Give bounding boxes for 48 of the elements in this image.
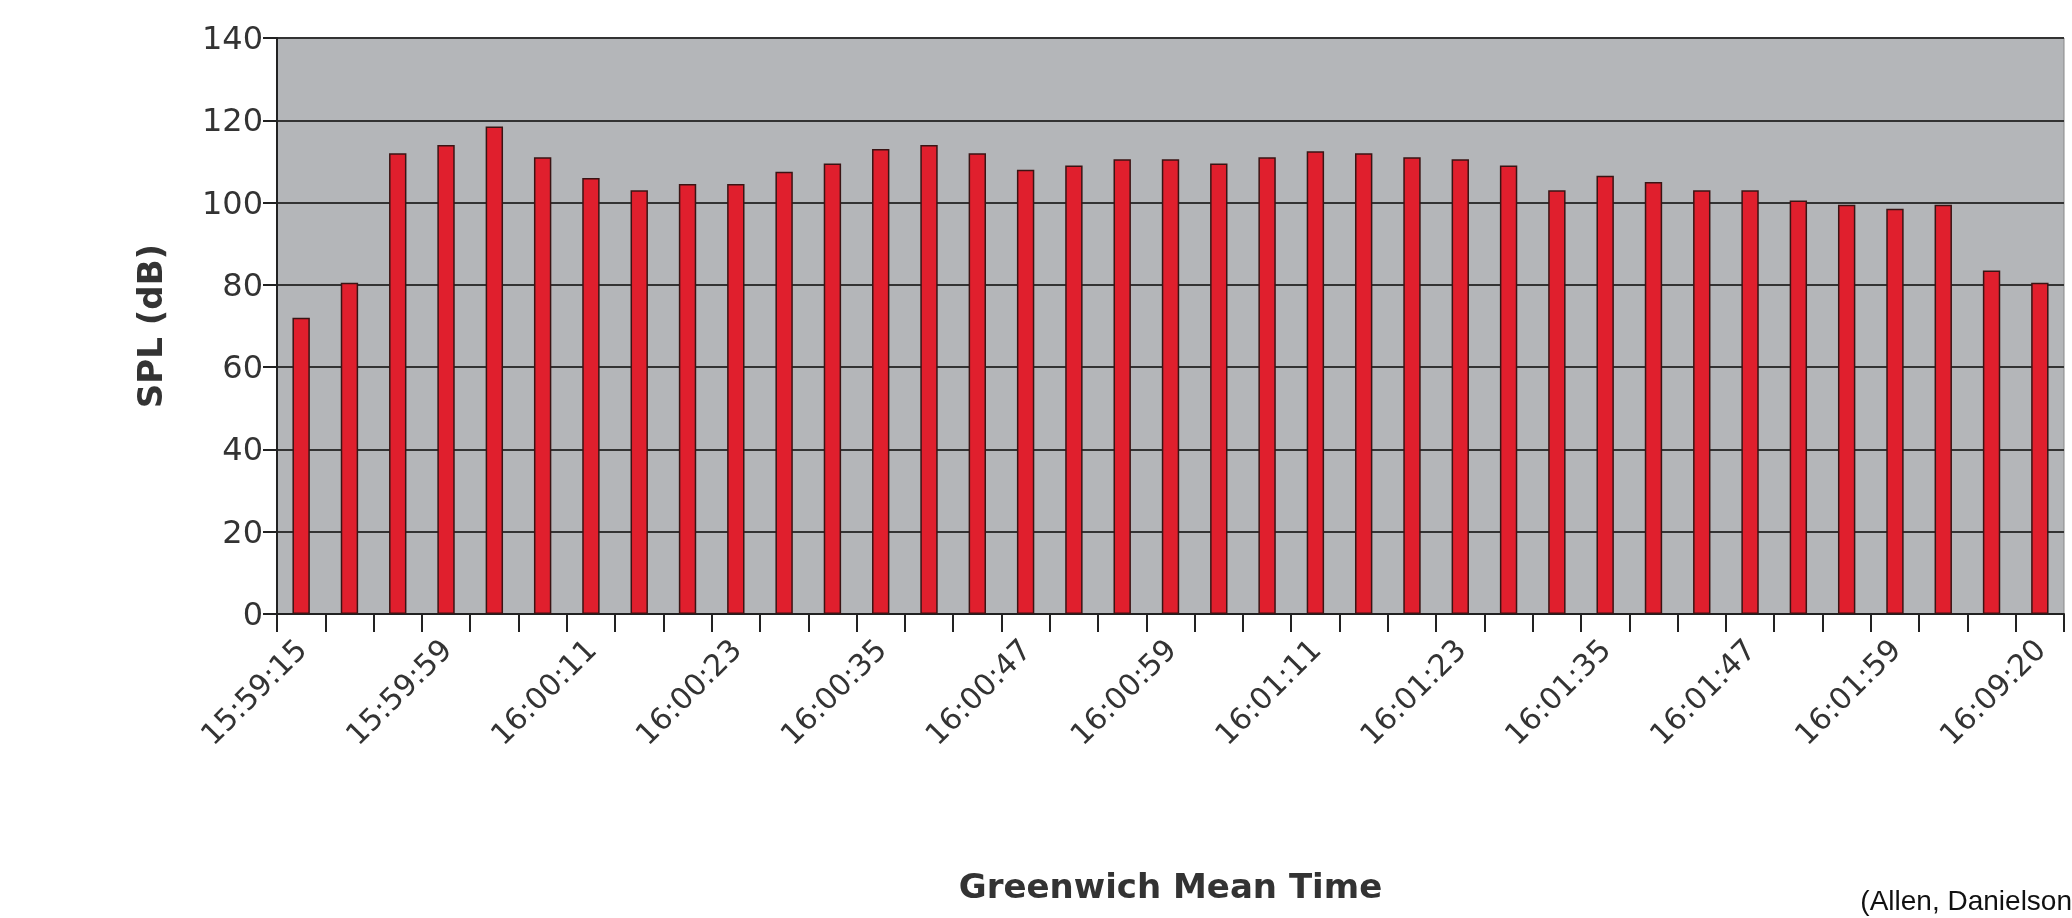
bar <box>1258 157 1276 614</box>
bar <box>872 149 890 614</box>
y-tick-label: 60 <box>222 348 263 387</box>
bar <box>920 144 938 614</box>
bar <box>1306 151 1325 614</box>
x-axis-title: Greenwich Mean Time <box>958 866 1383 906</box>
bar <box>340 282 359 614</box>
bar <box>1016 169 1035 614</box>
bar <box>485 126 504 614</box>
y-tick-label: 20 <box>222 512 263 551</box>
bar <box>437 144 455 614</box>
bar <box>533 157 552 614</box>
bar <box>1161 159 1180 614</box>
bar <box>1355 153 1373 614</box>
bar <box>2031 282 2049 614</box>
bar <box>678 184 697 614</box>
bar <box>1644 182 1663 614</box>
bar <box>582 177 600 614</box>
y-axis-title: SPL (dB) <box>130 243 170 409</box>
bar <box>292 317 310 614</box>
bar <box>1499 165 1518 614</box>
bar <box>727 184 745 614</box>
bar <box>1065 165 1083 614</box>
y-tick-label: 120 <box>201 101 263 140</box>
y-tick-label: 100 <box>201 183 263 222</box>
text: (Allen, Danielson <box>1860 884 2072 916</box>
bar <box>1596 175 1614 614</box>
y-tick-label: 0 <box>242 595 263 633</box>
y-tick-label: 40 <box>222 430 263 469</box>
bar <box>1403 157 1421 614</box>
bar <box>630 190 648 614</box>
y-tick-label: 140 <box>201 19 263 57</box>
bar <box>1837 204 1856 614</box>
bar <box>1451 159 1469 614</box>
bar <box>1693 190 1711 614</box>
bar <box>389 153 407 614</box>
bar <box>823 163 842 614</box>
bar <box>1741 190 1759 614</box>
bar <box>1548 190 1566 614</box>
bar <box>1113 159 1131 614</box>
bar <box>1934 204 1952 614</box>
bar <box>1210 163 1228 614</box>
bar <box>968 153 986 614</box>
bar <box>775 171 793 614</box>
bar <box>1982 270 2001 614</box>
y-tick-label: 80 <box>222 265 263 304</box>
bar <box>1789 200 1808 614</box>
bar <box>1886 208 1904 614</box>
